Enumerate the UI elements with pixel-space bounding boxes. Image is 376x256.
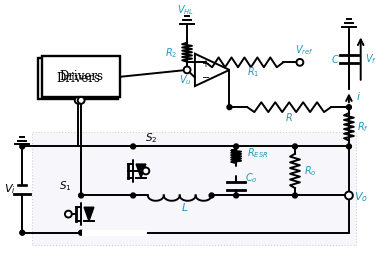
Circle shape [131,144,136,149]
Circle shape [346,144,352,149]
Circle shape [185,67,190,72]
Circle shape [20,230,25,235]
Circle shape [293,144,297,149]
Circle shape [65,211,72,218]
Text: $S_1$: $S_1$ [59,179,72,193]
Circle shape [233,193,238,198]
Circle shape [79,193,83,198]
Text: $R_2$: $R_2$ [165,46,177,60]
Text: $i$: $i$ [356,90,361,102]
Circle shape [78,97,85,104]
Text: $+$: $+$ [201,58,210,69]
Circle shape [346,193,352,198]
Text: $C$: $C$ [331,53,340,65]
Text: $C_o$: $C_o$ [246,171,258,185]
Text: Drivers: Drivers [59,70,103,83]
Text: $S_2$: $S_2$ [144,132,157,145]
Text: $R_f$: $R_f$ [357,120,368,134]
Text: $V_i$: $V_i$ [4,183,15,196]
Circle shape [233,144,238,149]
FancyBboxPatch shape [42,56,120,97]
Text: $R_o$: $R_o$ [304,164,317,178]
Text: $L$: $L$ [181,201,188,213]
Circle shape [345,191,353,199]
Text: $-$: $-$ [201,72,210,81]
Circle shape [143,167,149,174]
Polygon shape [84,207,94,221]
Bar [32,132,356,244]
Circle shape [209,193,214,198]
Text: $R_{ESR}$: $R_{ESR}$ [247,146,268,160]
Text: $V_f$: $V_f$ [365,52,376,66]
Circle shape [75,97,82,104]
Text: $R$: $R$ [285,111,293,123]
Text: $V_o$: $V_o$ [354,190,368,204]
Circle shape [296,59,303,66]
Text: $V_u$: $V_u$ [179,73,191,87]
Circle shape [346,105,352,110]
Circle shape [131,193,136,198]
Circle shape [293,193,297,198]
Text: $V_{HL}$: $V_{HL}$ [176,3,194,17]
Text: $V_{ref}$: $V_{ref}$ [295,44,314,58]
Circle shape [79,230,83,235]
Circle shape [20,144,25,149]
Text: $R_1$: $R_1$ [247,65,259,79]
Circle shape [227,105,232,110]
Text: Drivers: Drivers [56,72,100,85]
Polygon shape [136,164,146,178]
Circle shape [183,67,191,73]
FancyBboxPatch shape [38,58,118,99]
Bar [82,230,147,236]
